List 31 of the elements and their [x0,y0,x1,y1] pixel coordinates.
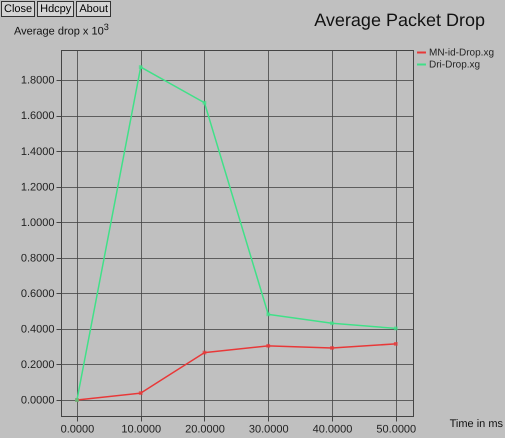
point [138,391,143,395]
y-tick-label: 0.0000 [20,394,54,407]
x-tick-label: 30.0000 [248,424,289,436]
x-tick-label: 20.0000 [185,424,225,436]
y-tick-label: 1.8000 [20,74,54,87]
point [202,100,206,105]
point [138,65,143,69]
y-tick-label: 0.6000 [20,288,54,300]
x-tick-label: 10.0000 [121,424,162,436]
x-tick-label: 50.0000 [376,424,416,436]
button: Close [1,1,36,17]
x-tick-label: 0.0000 [60,424,94,436]
y-tick-label: 1.6000 [20,110,54,122]
button: About [76,1,112,17]
point [394,326,398,330]
x-tick-label: 40.0000 [312,424,352,436]
point [330,346,334,350]
x-axis-title: Time in ms [450,418,503,430]
y-tick-label: 1.0000 [20,216,54,229]
y-axis-title: Average drop x 10$^{3}$ [14,22,109,38]
legend-label: Dri-Drop.xg [429,60,480,70]
button: Hdcpy [37,1,74,17]
legend-label: MN-id-Drop.xg [429,48,494,58]
y-tick-label: 0.8000 [20,252,54,264]
point [330,321,334,326]
y-tick-label: 1.2000 [20,181,54,194]
chart-title: Average Packet Drop [314,10,485,31]
point [202,350,206,354]
y-tick-label: 0.2000 [20,358,54,371]
y-tick-label: 0.4000 [20,323,54,336]
y-tick-label: 1.4000 [20,146,54,158]
